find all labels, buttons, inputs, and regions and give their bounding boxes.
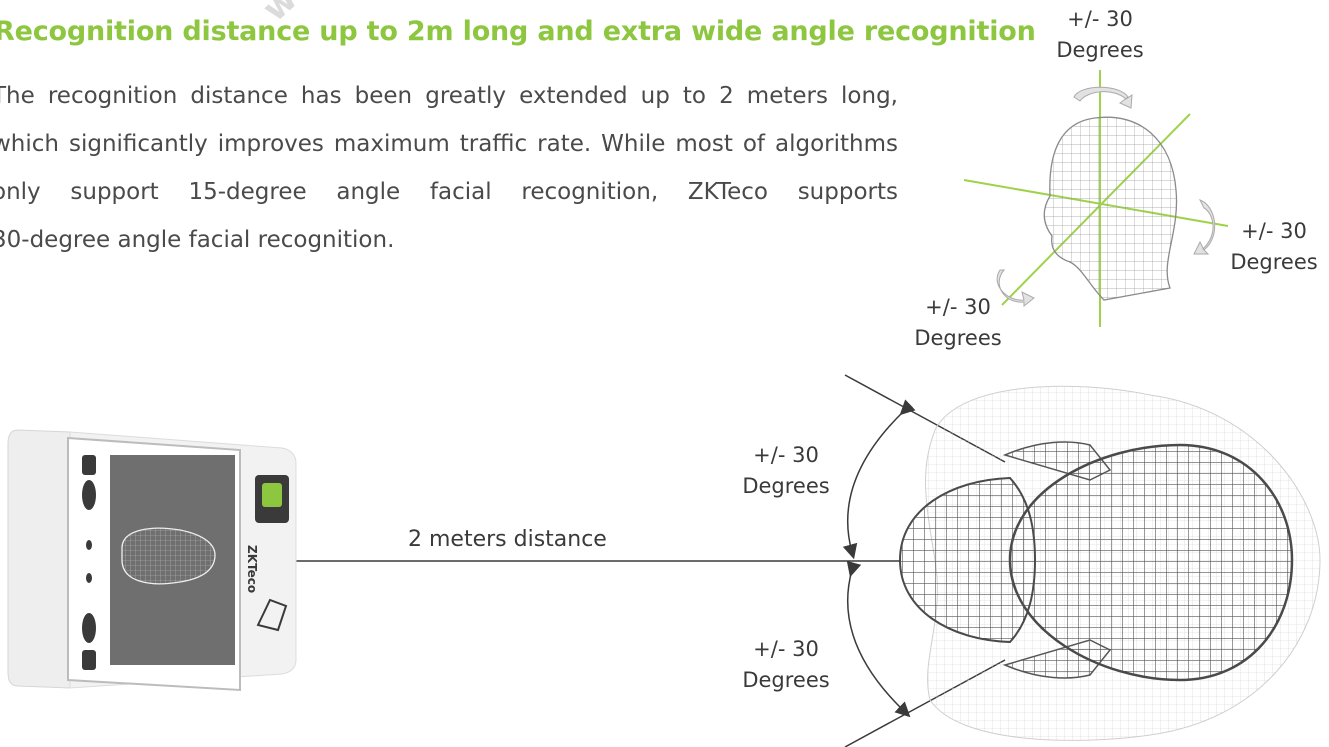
head-3d-diagram — [963, 70, 1229, 327]
top-view-label-lower: +/- 30 Degrees — [738, 634, 834, 696]
angle-unit: Degrees — [742, 474, 830, 498]
angle-label-right: +/- 30 Degrees — [1226, 216, 1322, 278]
skull — [1008, 443, 1294, 682]
paragraph-line: only support 15-degree angle facial reco… — [0, 179, 898, 205]
angle-label-top: +/- 30 Degrees — [1052, 4, 1148, 66]
head-top-view — [898, 385, 1321, 741]
angle-value: +/- 30 — [1067, 7, 1133, 31]
paragraph-line: which significantly improves maximum tra… — [0, 131, 898, 157]
face — [898, 476, 1037, 644]
paragraph-line: 30-degree angle facial recognition. — [0, 227, 395, 253]
angle-unit: Degrees — [1056, 38, 1144, 62]
card-icon — [256, 598, 288, 632]
sensor-top — [82, 480, 96, 510]
distance-label: 2 meters distance — [408, 527, 607, 552]
device-brand: ZKTeco — [245, 545, 259, 593]
paragraph-line: The recognition distance has been greatl… — [0, 83, 898, 109]
screen-head — [121, 527, 216, 585]
angle-value: +/- 30 — [753, 637, 819, 661]
rotate-horizontal-icon — [1073, 86, 1133, 109]
description-paragraph: The recognition distance has been greatl… — [0, 72, 898, 264]
angle-unit: Degrees — [914, 326, 1002, 350]
top-view-label-upper: +/- 30 Degrees — [738, 440, 834, 502]
section-heading: Recognition distance up to 2m long and e… — [0, 16, 1036, 47]
upper-angle-arc — [842, 399, 916, 560]
angle-label-left: +/- 30 Degrees — [910, 292, 1006, 354]
camera-top — [82, 455, 96, 475]
device: ZKTeco — [7, 429, 297, 692]
rotate-roll-icon — [996, 269, 1035, 308]
camera-bottom — [82, 650, 96, 670]
angle-value: +/- 30 — [925, 295, 991, 319]
angle-value: +/- 30 — [753, 443, 819, 467]
head-wireframe — [1043, 116, 1178, 301]
angle-value: +/- 30 — [1241, 219, 1307, 243]
fingerprint-icon — [262, 483, 282, 507]
angle-unit: Degrees — [742, 668, 830, 692]
sensor-dot — [86, 573, 92, 583]
angle-unit: Degrees — [1230, 250, 1318, 274]
sensor-dot — [86, 540, 92, 550]
lower-angle-arc — [846, 560, 911, 718]
sensor-bottom — [82, 613, 96, 643]
rotate-tilt-icon — [1193, 199, 1216, 255]
